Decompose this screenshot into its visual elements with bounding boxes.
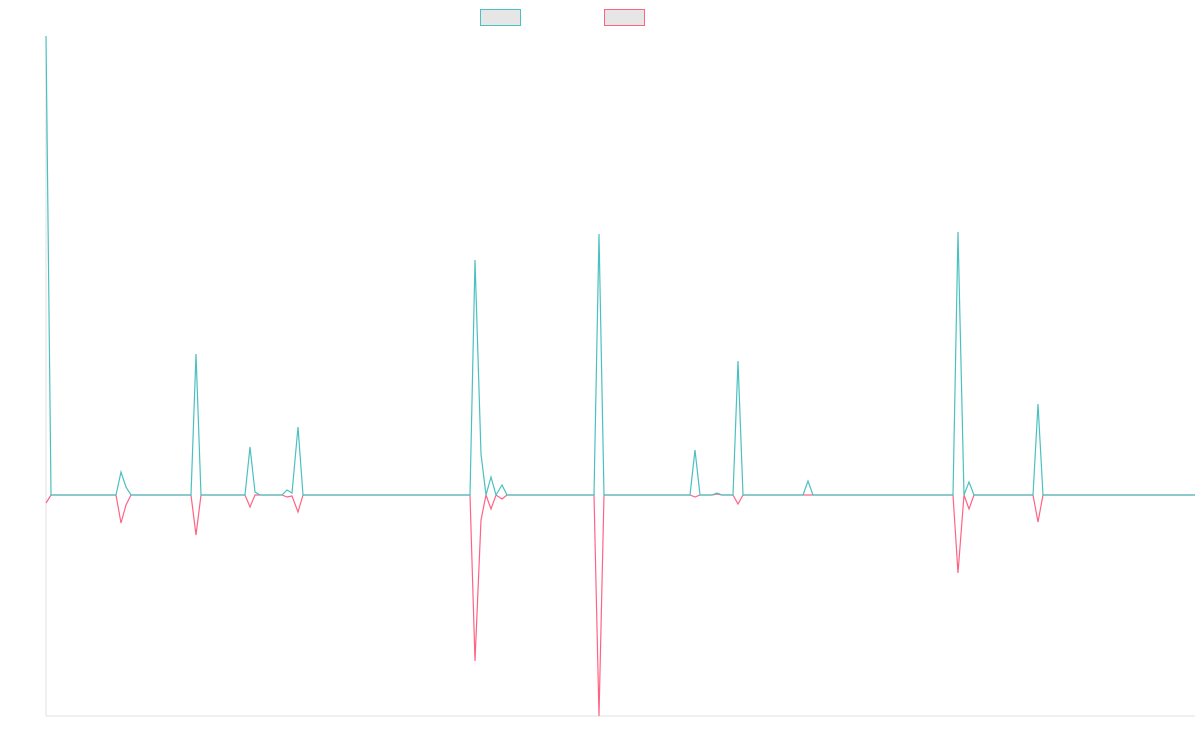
data-line — [45, 492, 1195, 717]
data-line — [45, 35, 1195, 497]
legend-swatch — [480, 9, 521, 26]
legend-swatch — [604, 9, 645, 26]
